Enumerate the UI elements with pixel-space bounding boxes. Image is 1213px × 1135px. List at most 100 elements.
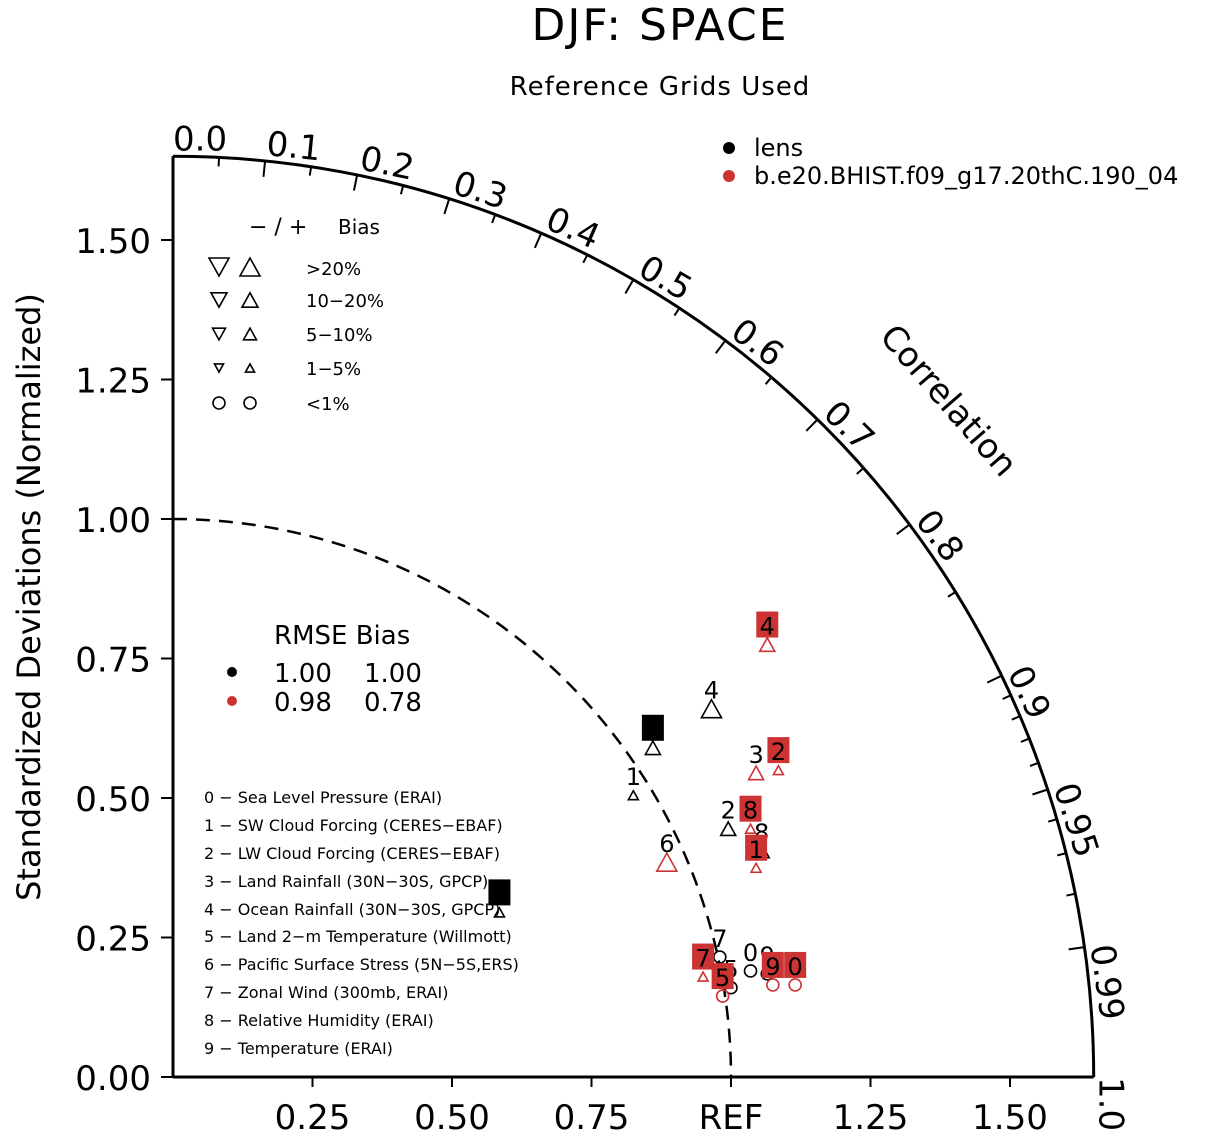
correlation-minor-tick <box>947 591 957 598</box>
rmse-row-marker <box>227 696 237 706</box>
correlation-minor-tick <box>1029 761 1039 767</box>
data-marker <box>644 739 662 756</box>
rmse-row-rmse: 0.98 <box>274 688 332 718</box>
bias-legend-row-label: 10−20% <box>306 291 384 312</box>
rmse-row-rmse: 1.00 <box>274 659 332 689</box>
chart-title: DJF: SPACE <box>531 0 788 51</box>
correlation-tick-label: 0.6 <box>724 311 791 375</box>
data-marker <box>766 978 780 992</box>
correlation-tick-label: 0.1 <box>265 124 323 169</box>
correlation-tick <box>805 418 819 432</box>
data-marker <box>696 970 710 982</box>
x-tick-label: 0.25 <box>275 1098 351 1135</box>
variable-legend-item: 5 − Land 2−m Temperature (Willmott) <box>204 927 512 946</box>
legend-marker-case <box>723 170 735 182</box>
legend-label-lens: lens <box>754 134 803 162</box>
data-label-box <box>767 737 790 764</box>
data-label: 4 <box>704 677 719 705</box>
correlation-tick-label: 0.8 <box>907 502 971 569</box>
y-tick-label: 0.00 <box>75 1059 151 1099</box>
data-label: 0 <box>788 953 803 981</box>
correlation-minor-tick <box>308 166 313 176</box>
case-legend: lens b.e20.BHIST.f09_g17.20thC.190_04 <box>723 134 1178 190</box>
variable-legend-item: 1 − SW Cloud Forcing (CERES−EBAF) <box>204 816 503 835</box>
correlation-tick <box>262 160 267 177</box>
chart-subtitle: Reference Grids Used <box>510 72 811 102</box>
data-marker <box>749 861 763 874</box>
bias-legend-pos-circle <box>243 396 257 410</box>
reference-arc <box>172 517 733 1078</box>
data-marker <box>747 764 765 781</box>
correlation-tick-label: 0.4 <box>540 199 606 257</box>
y-tick-label: 1.00 <box>75 501 151 541</box>
correlation-tick <box>624 279 635 295</box>
data-label: 3 <box>645 716 660 744</box>
correlation-tick-label: 0.0 <box>173 119 227 159</box>
correlation-tick <box>443 198 451 215</box>
correlation-label: Correlation <box>872 317 1025 485</box>
data-marker <box>743 964 758 978</box>
bias-legend-title: Bias <box>338 215 380 239</box>
data-label-box <box>641 714 664 741</box>
variable-legend-item: 7 − Zonal Wind (300mb, ERAI) <box>204 983 448 1002</box>
correlation-minor-tick <box>856 467 865 475</box>
x-tick-label: 0.75 <box>554 1098 630 1135</box>
data-label: 6 <box>659 830 674 858</box>
axes: 0.25 0.50 0.75 REF 1.25 1.500.000.250.500.751… <box>75 154 1096 1135</box>
bias-legend-up-triangle <box>238 256 262 277</box>
rmse-table: RMSE Bias 1.00 1.00 0.98 0.78 <box>227 621 422 718</box>
correlation-tick-label: 0.99 <box>1082 942 1132 1023</box>
correlation-minor-tick <box>1020 737 1030 743</box>
correlation-minor-tick <box>399 185 405 195</box>
correlation-tick-label: 0.9 <box>999 660 1059 726</box>
data-label-box <box>761 951 784 978</box>
bias-legend-up-triangle <box>242 326 258 341</box>
correlation-minor-tick <box>1057 852 1067 857</box>
y-tick-label: 1.50 <box>75 222 151 262</box>
data-label-box <box>692 943 715 970</box>
correlation-tick-label: 0.7 <box>815 393 882 459</box>
data-label: 9 <box>765 953 780 981</box>
legend-label-case: b.e20.BHIST.f09_g17.20thC.190_04 <box>754 162 1178 190</box>
data-label: 1 <box>626 763 641 791</box>
bias-legend-row-label: <1% <box>306 394 350 415</box>
data-marker <box>700 698 723 719</box>
x-tick-label: 1.25 <box>833 1098 909 1135</box>
correlation-minor-tick <box>582 254 589 264</box>
variable-legend: 0 − Sea Level Pressure (ERAI) 1 − SW Clo… <box>204 788 519 1058</box>
data-marker <box>655 851 679 872</box>
correlation-tick-label: 0.3 <box>448 163 512 217</box>
x-tick-label: 0.50 <box>414 1098 490 1135</box>
data-label-box <box>488 879 511 906</box>
correlation-tick <box>896 523 911 535</box>
rmse-row-bias: 0.78 <box>364 688 422 718</box>
data-label: 2 <box>721 797 736 825</box>
data-label: 6 <box>492 880 507 908</box>
data-marker <box>788 978 802 992</box>
variable-legend-item: 6 − Pacific Surface Stress (5N−5S,ERS) <box>204 955 519 974</box>
correlation-tick <box>715 339 727 354</box>
correlation-minor-tick <box>1002 694 1012 700</box>
data-label-box <box>745 834 768 861</box>
data-marker <box>758 636 777 653</box>
bias-legend: − / + Bias >20% 10−20% 5−10% 1−5% <1% <box>207 215 384 415</box>
data-marker <box>744 822 757 834</box>
data-label: 3 <box>748 741 763 769</box>
rmse-row-bias: 1.00 <box>364 659 422 689</box>
data-points: 01234567890123456789 <box>488 611 807 1003</box>
rmse-table-header: RMSE Bias <box>274 621 410 651</box>
data-label-box <box>756 611 779 638</box>
correlation-tick <box>533 232 543 249</box>
correlation-tick-label: 0.2 <box>357 139 418 189</box>
variable-legend-item: 3 − Land Rainfall (30N−30S, GPCP) <box>204 872 488 891</box>
y-tick-label: 0.50 <box>75 780 151 820</box>
data-label: 7 <box>695 945 710 973</box>
data-marker <box>715 989 730 1003</box>
correlation-minor-tick <box>764 376 773 385</box>
data-label: 1 <box>748 836 763 864</box>
data-marker <box>772 763 785 776</box>
bias-legend-up-triangle <box>244 362 256 373</box>
bias-legend-down-triangle <box>213 363 225 374</box>
variable-legend-item: 9 − Temperature (ERAI) <box>204 1039 393 1058</box>
correlation-minor-tick <box>491 214 497 224</box>
